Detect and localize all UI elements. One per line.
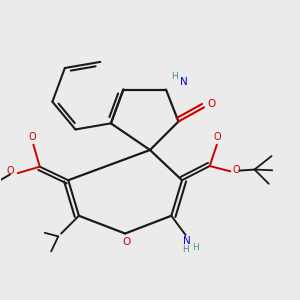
- Text: H: H: [171, 72, 178, 81]
- Text: N: N: [179, 77, 187, 87]
- Text: H: H: [192, 243, 199, 252]
- Text: O: O: [208, 100, 216, 110]
- Text: O: O: [29, 132, 37, 142]
- Text: O: O: [6, 166, 14, 176]
- Text: O: O: [213, 132, 220, 142]
- Text: O: O: [233, 165, 241, 175]
- Text: O: O: [123, 237, 131, 248]
- Text: N: N: [184, 236, 191, 246]
- Text: H: H: [182, 245, 189, 254]
